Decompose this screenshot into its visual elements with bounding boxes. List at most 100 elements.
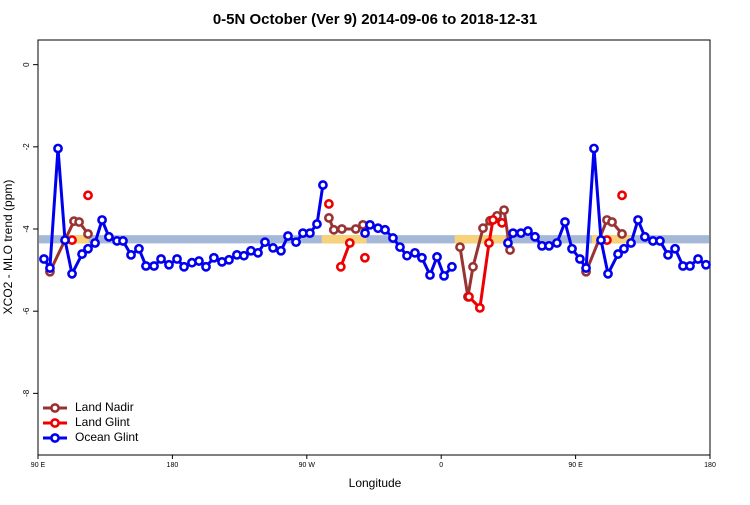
series-point: [488, 215, 498, 225]
series-point: [464, 291, 474, 302]
legend-label: Ocean Glint: [75, 430, 139, 444]
series-point: [276, 245, 286, 256]
series-point: [663, 249, 673, 260]
series-point: [626, 238, 636, 248]
y-tick-label: -8: [22, 389, 31, 397]
series-point: [530, 231, 540, 242]
series-point: [253, 247, 263, 258]
series-point: [388, 233, 398, 243]
series-point: [194, 256, 204, 266]
series-point: [350, 224, 361, 234]
legend-marker: [50, 403, 60, 413]
series-point: [74, 217, 84, 227]
series-point: [402, 250, 412, 261]
series-point: [508, 228, 518, 239]
series-point: [503, 238, 513, 248]
series-point: [83, 243, 93, 254]
series-point: [141, 261, 151, 271]
plot-frame: [37, 39, 711, 456]
series-point: [478, 223, 488, 234]
series-point: [201, 261, 211, 272]
series-point: [617, 229, 627, 239]
series-point: [425, 270, 435, 280]
series-point: [67, 268, 77, 279]
series-point: [417, 252, 427, 263]
legend-marker: [50, 433, 60, 443]
series-point: [209, 252, 219, 263]
series-point: [685, 261, 695, 271]
series-point: [104, 231, 114, 242]
series-point: [83, 190, 93, 201]
series-point: [655, 236, 665, 246]
x-tick-label: 0: [439, 462, 443, 469]
series-point: [260, 237, 270, 248]
series-point: [447, 261, 457, 272]
series-point: [670, 243, 680, 254]
series-point: [336, 224, 347, 234]
chart-title: 0-5N October (Ver 9) 2014-09-06 to 2018-…: [213, 11, 537, 28]
x-tick-label: 90 E: [568, 462, 583, 469]
series-point: [328, 224, 339, 235]
series-point: [60, 235, 70, 246]
series-point: [149, 261, 159, 271]
series-point: [335, 261, 346, 272]
series-point: [395, 242, 405, 252]
series-point: [156, 254, 166, 264]
y-tick-label: 0: [22, 62, 31, 67]
series-point: [619, 243, 629, 254]
series-line: [42, 147, 707, 278]
series-point: [344, 238, 355, 248]
legend-label: Land Glint: [75, 415, 130, 429]
series-point: [90, 238, 100, 248]
series-point: [324, 199, 334, 209]
legend-marker: [50, 418, 60, 428]
series-point: [305, 228, 315, 239]
y-tick-label: -6: [22, 307, 31, 315]
series-point: [499, 205, 509, 216]
series-point: [484, 238, 494, 248]
x-tick-label: 90 E: [31, 462, 46, 469]
series-point: [97, 215, 107, 225]
series-point: [439, 270, 449, 281]
series-point: [613, 249, 623, 259]
y-tick-label: -2: [22, 143, 31, 151]
series-point: [45, 263, 55, 273]
series-point: [589, 143, 599, 154]
series-point: [544, 240, 554, 251]
series-point: [432, 252, 442, 262]
series-point: [365, 220, 375, 230]
highlight: [69, 235, 89, 244]
series-point: [318, 180, 328, 190]
series-point: [380, 224, 390, 235]
series-point: [523, 226, 533, 236]
series-point: [126, 249, 136, 260]
series-point: [172, 254, 182, 264]
series-point: [567, 243, 577, 254]
y-axis-label: XCO2 - MLO trend (ppm): [1, 180, 15, 315]
series-point: [324, 213, 334, 223]
series-point: [134, 243, 144, 254]
highlight: [321, 235, 367, 244]
series-point: [455, 242, 465, 252]
series-point: [283, 231, 293, 241]
series-point: [596, 235, 606, 246]
series-point: [581, 263, 591, 273]
series-point: [410, 247, 420, 258]
x-axis-label: Longitude: [349, 476, 402, 490]
series-point: [575, 254, 585, 264]
series-point: [474, 303, 485, 313]
series-point: [701, 259, 711, 270]
trend-band: [39, 235, 709, 244]
series-point: [617, 190, 627, 201]
series-point: [633, 215, 643, 225]
series-line: [341, 195, 622, 308]
series-point: [291, 237, 301, 248]
series-point: [39, 254, 49, 264]
series-point: [268, 243, 278, 253]
series-point: [603, 268, 613, 279]
series-point: [560, 217, 570, 227]
series-point: [53, 143, 63, 154]
series-point: [164, 259, 174, 270]
series-point: [468, 261, 478, 272]
